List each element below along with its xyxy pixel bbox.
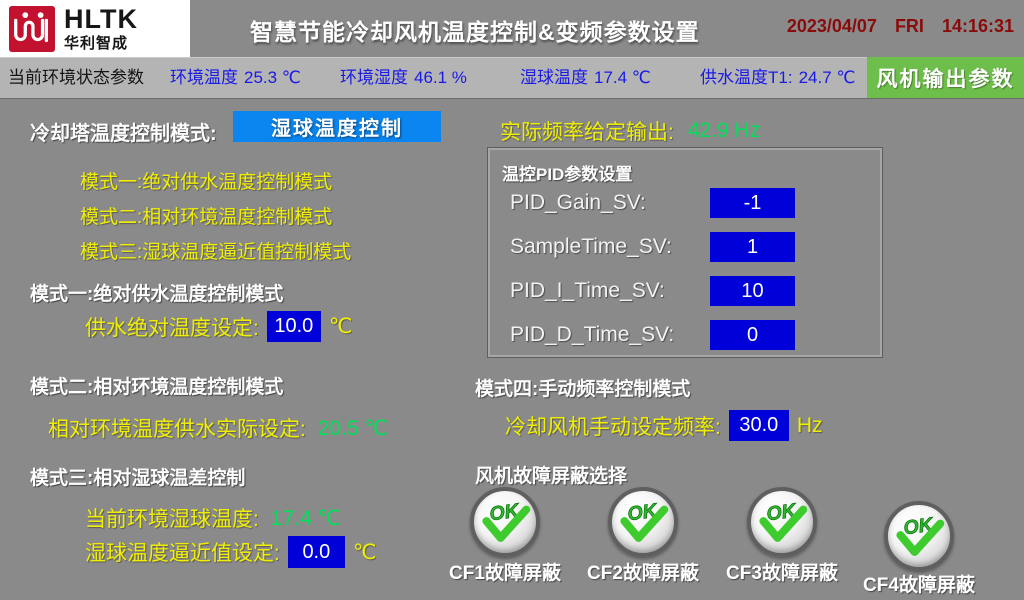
cf2-fault-mask-button[interactable]: OK: [608, 487, 678, 557]
pid-itime-input[interactable]: 10: [710, 276, 795, 306]
frequency-output-label: 实际频率给定输出:: [500, 121, 674, 144]
pid-dtime-input[interactable]: 0: [710, 320, 795, 350]
mode1-setpoint-input[interactable]: 10.0: [266, 311, 321, 342]
cf3-fault-mask-button[interactable]: OK: [747, 487, 817, 557]
control-mode-select-button[interactable]: 湿球温度控制: [233, 111, 441, 142]
mode-list-item-3: 模式三:湿球温度逼近值控制模式: [80, 242, 352, 263]
cf4-fault-mask-button[interactable]: OK: [884, 501, 954, 571]
metric-ambient-temp: 环境温度 25.3 ℃: [170, 68, 301, 87]
pid-panel-title: 温控PID参数设置: [502, 165, 633, 184]
brand-name-cn: 华利智成: [64, 35, 129, 52]
pid-gain-label: PID_Gain_SV:: [510, 191, 646, 214]
date-text: 2023/04/07: [786, 16, 877, 36]
header-bar: HLTK 华利智成 智慧节能冷却风机温度控制&变频参数设置 2023/04/07…: [0, 0, 1024, 57]
pid-dtime-label: PID_D_Time_SV:: [510, 323, 675, 346]
mode4-heading: 模式四:手动频率控制模式: [475, 379, 691, 400]
datetime: 2023/04/07 FRI 14:16:31: [787, 16, 1014, 37]
logo-panel: HLTK 华利智成: [0, 0, 190, 57]
mode4-frequency-input[interactable]: 30.0: [728, 410, 789, 441]
metric-ambient-humidity: 环境湿度 46.1 %: [340, 68, 467, 87]
mode4-setpoint-row: 冷却风机手动设定频率: 30.0 Hz: [505, 410, 823, 441]
mode1-heading: 模式一:绝对供水温度控制模式: [30, 284, 284, 305]
metric-supply-water-temp: 供水温度T1: 24.7 ℃: [700, 68, 856, 87]
cf1-fault-mask-label: CF1故障屏蔽: [449, 563, 561, 584]
mode4-field-label: 冷却风机手动设定频率:: [505, 415, 721, 439]
cf2-fault-mask-label: CF2故障屏蔽: [587, 563, 699, 584]
cf3-fault-mask-label: CF3故障屏蔽: [726, 563, 838, 584]
pid-settings-panel: 温控PID参数设置 PID_Gain_SV: -1 SampleTime_SV:…: [488, 148, 882, 357]
mode-list-item-2: 模式二:相对环境温度控制模式: [80, 207, 333, 228]
mode3-approach-unit: ℃: [352, 540, 377, 564]
fan-output-params-button[interactable]: 风机输出参数: [867, 57, 1024, 98]
mode-list-item-1: 模式一:绝对供水温度控制模式: [80, 172, 333, 193]
ok-check-icon: OK: [902, 513, 936, 539]
control-mode-label: 冷却塔温度控制模式:: [30, 123, 217, 145]
mode1-unit: ℃: [328, 315, 353, 338]
mode3-current-label: 当前环境湿球温度:: [85, 508, 259, 531]
cf1-fault-mask-button[interactable]: OK: [470, 487, 540, 557]
status-bar: 当前环境状态参数 环境温度 25.3 ℃ 环境湿度 46.1 % 湿球温度 17.4 …: [0, 57, 1024, 98]
pid-sampletime-label: SampleTime_SV:: [510, 235, 672, 258]
mode2-actual-row: 相对环境温度供水实际设定: 20.5 ℃: [48, 413, 388, 443]
mode3-heading: 模式三:相对湿球温差控制: [30, 468, 246, 489]
mode3-approach-row: 湿球温度逼近值设定: 0.0 ℃: [85, 536, 376, 568]
mode1-field-label: 供水绝对温度设定:: [85, 316, 259, 340]
mode3-current-row: 当前环境湿球温度: 17.4 ℃: [85, 503, 341, 533]
mode2-live-value: 20.5 ℃: [317, 416, 389, 440]
frequency-output-value: 42.9 Hz: [687, 119, 761, 142]
status-section-label: 当前环境状态参数: [8, 68, 144, 87]
mode4-unit: Hz: [796, 413, 823, 437]
mode1-setpoint-row: 供水绝对温度设定: 10.0 ℃: [85, 311, 352, 342]
huali-logo-icon: [9, 5, 55, 52]
page-title: 智慧节能冷却风机温度控制&变频参数设置: [250, 19, 700, 45]
brand-block: HLTK 华利智成: [64, 4, 138, 52]
mode3-current-value: 17.4 ℃: [270, 506, 342, 530]
pid-gain-input[interactable]: -1: [710, 188, 795, 218]
brand-name: HLTK: [64, 4, 138, 34]
mode2-field-label: 相对环境温度供水实际设定:: [48, 418, 306, 441]
actual-frequency-row: 实际频率给定输出: 42.9 Hz: [500, 116, 760, 146]
mode3-approach-input[interactable]: 0.0: [287, 536, 345, 568]
weekday-text: FRI: [894, 16, 924, 36]
mode3-approach-label: 湿球温度逼近值设定:: [85, 542, 280, 565]
pid-itime-label: PID_I_Time_SV:: [510, 279, 665, 302]
mode2-heading: 模式二:相对环境温度控制模式: [30, 377, 284, 398]
cf4-fault-mask-label: CF4故障屏蔽: [863, 575, 975, 596]
pid-sampletime-input[interactable]: 1: [710, 232, 795, 262]
fault-mask-heading: 风机故障屏蔽选择: [475, 466, 628, 487]
time-text: 14:16:31: [941, 16, 1014, 36]
metric-wet-bulb-temp: 湿球温度 17.4 ℃: [520, 68, 651, 87]
